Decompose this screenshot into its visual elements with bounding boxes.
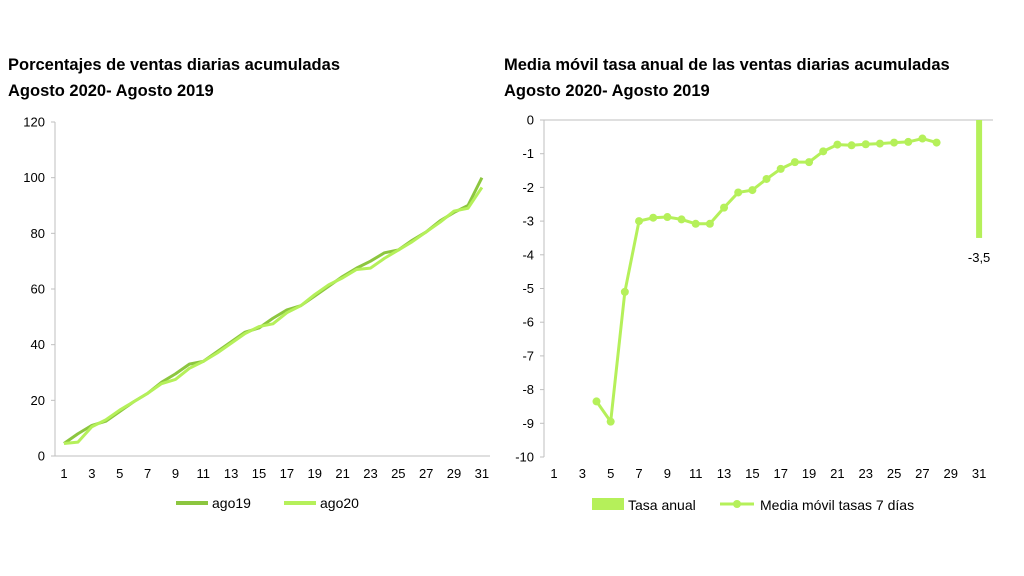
x-tick-label: 31 (972, 466, 986, 481)
series-marker (677, 215, 686, 224)
series-marker (932, 138, 941, 147)
x-tick-label: 23 (363, 466, 377, 481)
series-marker (734, 188, 743, 197)
legend-marker-media-movil (733, 500, 741, 508)
x-tick-label: 5 (116, 466, 123, 481)
y-tick-label: -2 (522, 180, 534, 195)
x-tick-label: 15 (252, 466, 266, 481)
series-marker (635, 217, 644, 226)
series-marker (691, 219, 700, 228)
series-marker (649, 213, 658, 222)
y-tick-label: 120 (23, 115, 45, 130)
series-marker (890, 138, 899, 147)
series-marker (663, 213, 672, 222)
x-tick-label: 11 (689, 466, 703, 481)
y-tick-label: 0 (527, 113, 534, 128)
y-tick-label: -5 (522, 281, 534, 296)
x-tick-label: 27 (915, 466, 929, 481)
y-tick-label: -9 (522, 416, 534, 431)
right-chart-title-line1: Media móvil tasa anual de las ventas dia… (504, 56, 950, 74)
y-tick-label: 20 (31, 393, 45, 408)
series-line-ago20 (63, 186, 484, 445)
series-marker (705, 219, 714, 228)
y-tick-label: 80 (31, 226, 45, 241)
y-tick-label: 100 (23, 170, 45, 185)
x-tick-label: 3 (88, 466, 95, 481)
series-marker (748, 186, 757, 195)
x-tick-label: 21 (830, 466, 844, 481)
series-marker (847, 141, 856, 150)
y-tick-label: 60 (31, 282, 45, 297)
series-marker (762, 174, 771, 183)
x-tick-label: 21 (335, 466, 349, 481)
series-marker (606, 417, 615, 426)
x-tick-label: 29 (447, 466, 461, 481)
series-marker (805, 158, 814, 167)
x-tick-label: 9 (172, 466, 179, 481)
x-tick-label: 27 (419, 466, 433, 481)
series-marker (875, 139, 884, 148)
y-tick-label: 0 (38, 449, 45, 464)
left-chart-title-line1: Porcentajes de ventas diarias acumuladas (8, 56, 340, 74)
x-tick-label: 19 (802, 466, 816, 481)
legend-label-media-movil: Media móvil tasas 7 días (760, 497, 914, 513)
x-tick-label: 31 (475, 466, 489, 481)
legend-label-ago20: ago20 (320, 495, 359, 511)
y-tick-label: -8 (522, 382, 534, 397)
x-tick-label: 5 (607, 466, 614, 481)
right-chart-title: Media móvil tasa anual de las ventas dia… (504, 52, 950, 104)
series-marker (904, 137, 913, 146)
y-tick-label: 40 (31, 337, 45, 352)
y-tick-label: -3 (522, 214, 534, 229)
x-tick-label: 13 (717, 466, 731, 481)
x-tick-label: 3 (579, 466, 586, 481)
series-marker (833, 140, 842, 149)
x-tick-label: 17 (280, 466, 294, 481)
series-marker (819, 147, 828, 156)
x-tick-label: 7 (635, 466, 642, 481)
x-tick-label: 15 (745, 466, 759, 481)
x-tick-label: 19 (308, 466, 322, 481)
right-chart-subtitle: Agosto 2020- Agosto 2019 (504, 82, 710, 100)
series-marker (620, 287, 629, 296)
legend-swatch-tasa-anual (592, 498, 624, 510)
x-tick-label: 1 (550, 466, 557, 481)
left-chart-title: Porcentajes de ventas diarias acumuladas… (8, 52, 340, 104)
y-tick-label: -6 (522, 315, 534, 330)
y-tick-label: -10 (515, 450, 534, 465)
y-tick-label: -7 (522, 348, 534, 363)
legend-label-ago19: ago19 (212, 495, 251, 511)
y-tick-label: -4 (522, 247, 534, 262)
series-marker (592, 397, 601, 406)
left-chart-subtitle: Agosto 2020- Agosto 2019 (8, 82, 214, 100)
y-tick-label: -1 (522, 146, 534, 161)
series-marker (861, 140, 870, 149)
x-tick-label: 11 (197, 466, 211, 481)
x-tick-label: 29 (944, 466, 958, 481)
bar-tasa-anual (976, 120, 983, 238)
x-tick-label: 17 (773, 466, 787, 481)
x-tick-label: 25 (887, 466, 901, 481)
x-tick-label: 9 (664, 466, 671, 481)
bar-data-label: -3,5 (968, 250, 990, 265)
series-marker (918, 134, 927, 143)
x-tick-label: 23 (859, 466, 873, 481)
series-marker (790, 158, 799, 167)
series-marker (776, 164, 785, 173)
series-marker (720, 203, 729, 212)
legend-label-tasa-anual: Tasa anual (628, 497, 696, 513)
x-tick-label: 13 (224, 466, 238, 481)
x-tick-label: 7 (144, 466, 151, 481)
x-tick-label: 25 (391, 466, 405, 481)
x-tick-label: 1 (60, 466, 67, 481)
